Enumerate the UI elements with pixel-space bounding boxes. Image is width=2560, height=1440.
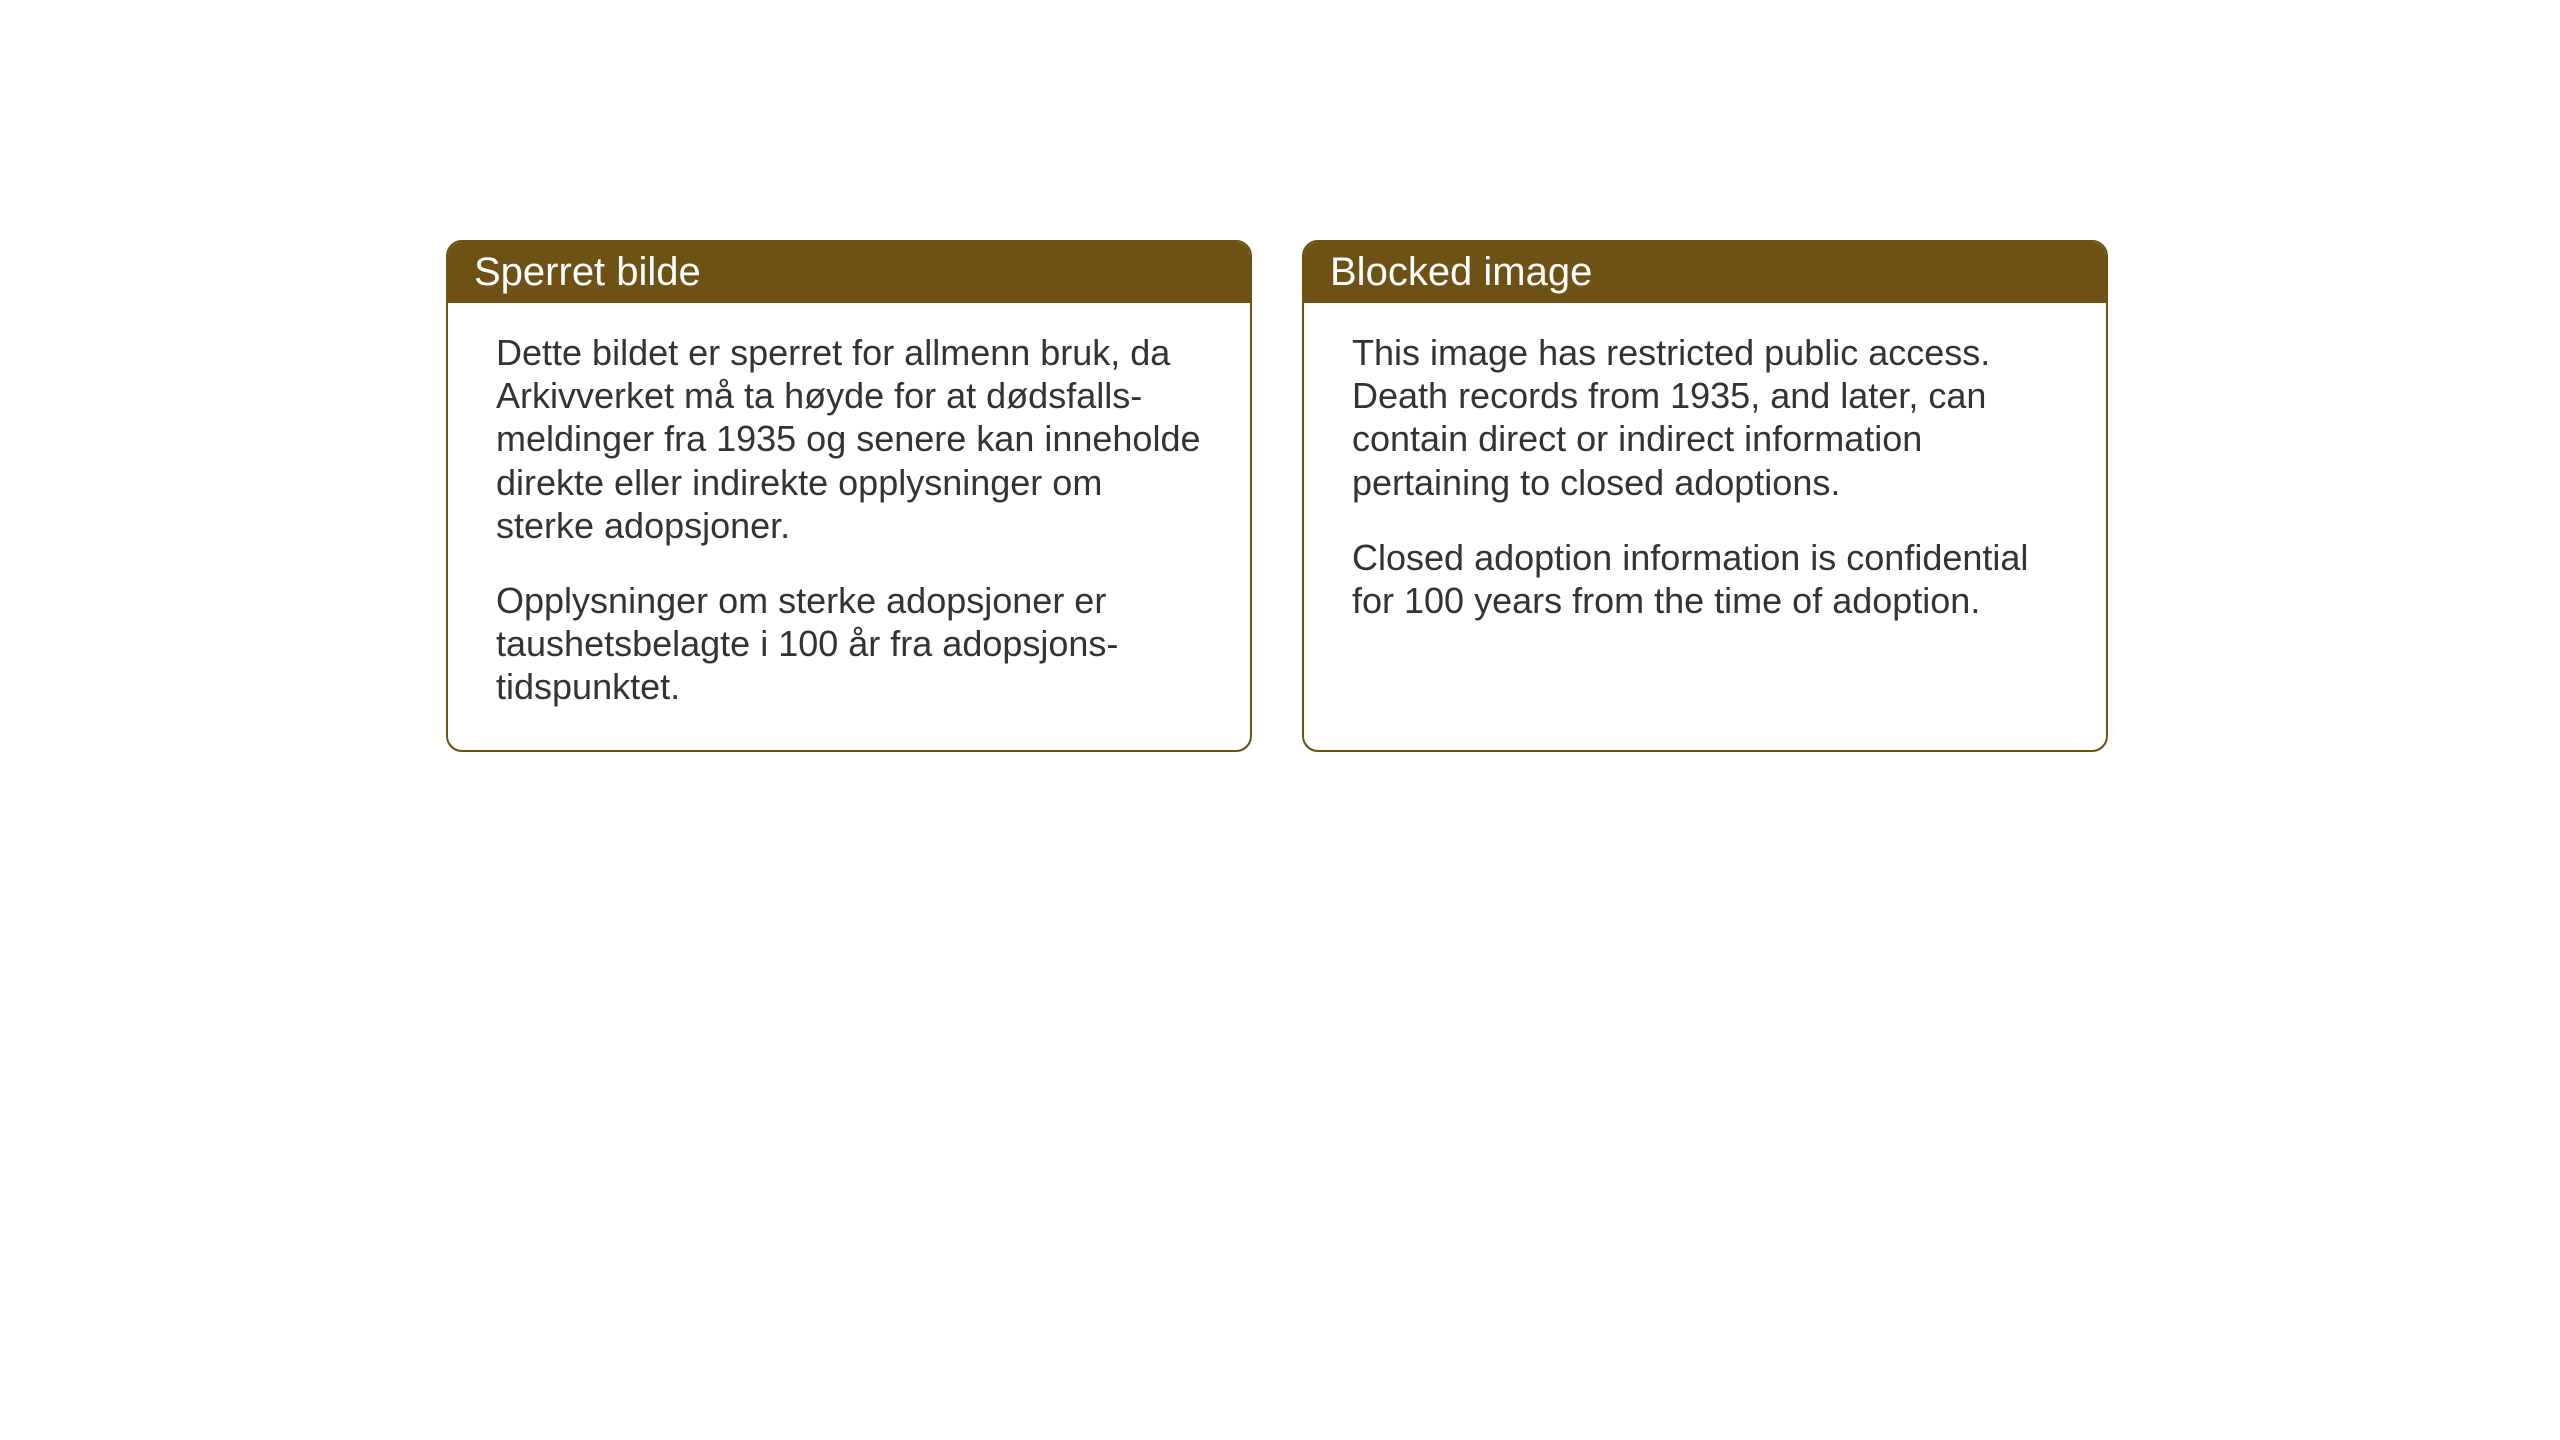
english-notice-card: Blocked image This image has restricted … bbox=[1302, 240, 2108, 752]
norwegian-card-body: Dette bildet er sperret for allmenn bruk… bbox=[448, 303, 1250, 749]
english-card-body: This image has restricted public access.… bbox=[1304, 303, 2106, 662]
norwegian-paragraph-1: Dette bildet er sperret for allmenn bruk… bbox=[496, 331, 1202, 547]
norwegian-paragraph-2: Opplysninger om sterke adopsjoner er tau… bbox=[496, 579, 1202, 709]
norwegian-notice-card: Sperret bilde Dette bildet er sperret fo… bbox=[446, 240, 1252, 752]
english-paragraph-2: Closed adoption information is confident… bbox=[1352, 536, 2058, 622]
norwegian-card-title: Sperret bilde bbox=[448, 242, 1250, 303]
notice-cards-container: Sperret bilde Dette bildet er sperret fo… bbox=[446, 240, 2108, 752]
english-card-title: Blocked image bbox=[1304, 242, 2106, 303]
english-paragraph-1: This image has restricted public access.… bbox=[1352, 331, 2058, 504]
